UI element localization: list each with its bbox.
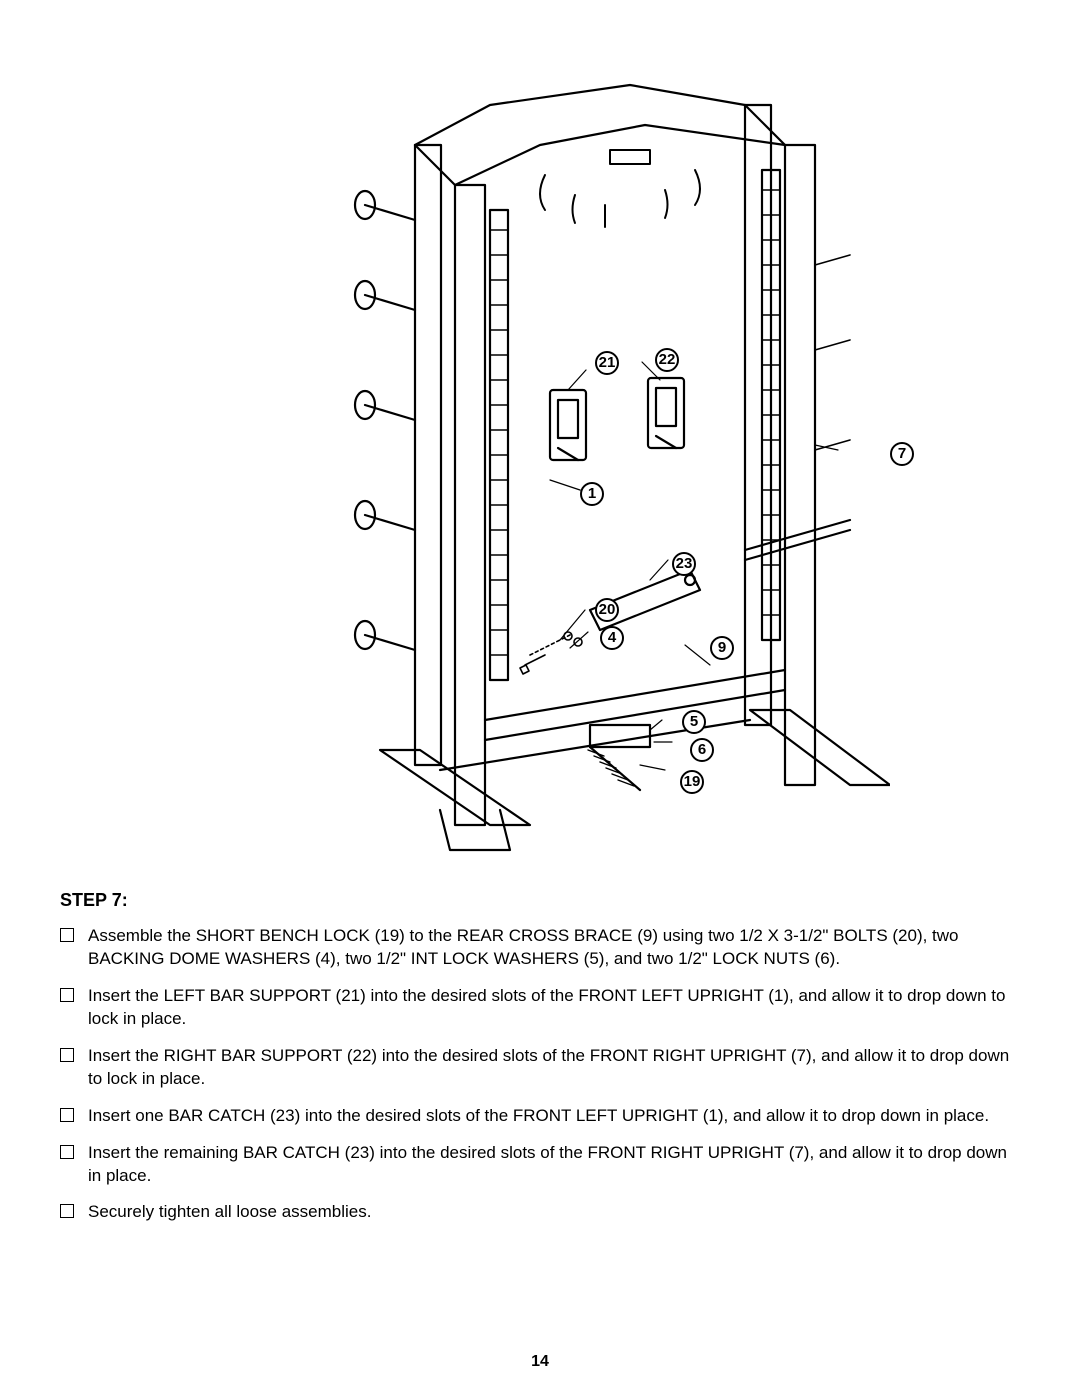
checkbox-icon [60, 1204, 74, 1218]
callout-20: 20 [595, 598, 619, 622]
callout-1: 1 [580, 482, 604, 506]
instruction-item: Securely tighten all loose assemblies. [60, 1201, 1020, 1224]
checkbox-icon [60, 928, 74, 942]
checkbox-icon [60, 1108, 74, 1122]
instruction-text: Securely tighten all loose assemblies. [88, 1201, 1020, 1224]
instruction-text: Assemble the SHORT BENCH LOCK (19) to th… [88, 925, 1020, 971]
callout-7: 7 [890, 442, 914, 466]
instruction-list: Assemble the SHORT BENCH LOCK (19) to th… [60, 925, 1020, 1224]
assembly-diagram: 21 22 1 7 23 20 4 9 5 6 19 [60, 50, 1020, 870]
instruction-item: Insert the LEFT BAR SUPPORT (21) into th… [60, 985, 1020, 1031]
callout-9: 9 [710, 636, 734, 660]
step-heading: STEP 7: [60, 890, 1020, 911]
callout-23: 23 [672, 552, 696, 576]
callout-22: 22 [655, 348, 679, 372]
instruction-item: Insert one BAR CATCH (23) into the desir… [60, 1105, 1020, 1128]
assembly-page: 21 22 1 7 23 20 4 9 5 6 19 STEP 7: Assem… [0, 0, 1080, 1397]
callout-19: 19 [680, 770, 704, 794]
instruction-text: Insert the remaining BAR CATCH (23) into… [88, 1142, 1020, 1188]
callout-6: 6 [690, 738, 714, 762]
rack-svg [190, 50, 890, 870]
instruction-text: Insert one BAR CATCH (23) into the desir… [88, 1105, 1020, 1128]
checkbox-icon [60, 1145, 74, 1159]
callout-4: 4 [600, 626, 624, 650]
callout-5: 5 [682, 710, 706, 734]
instruction-item: Insert the remaining BAR CATCH (23) into… [60, 1142, 1020, 1188]
instruction-item: Assemble the SHORT BENCH LOCK (19) to th… [60, 925, 1020, 971]
instruction-text: Insert the RIGHT BAR SUPPORT (22) into t… [88, 1045, 1020, 1091]
checkbox-icon [60, 988, 74, 1002]
instruction-text: Insert the LEFT BAR SUPPORT (21) into th… [88, 985, 1020, 1031]
page-number: 14 [0, 1353, 1080, 1371]
callout-21: 21 [595, 351, 619, 375]
checkbox-icon [60, 1048, 74, 1062]
instruction-item: Insert the RIGHT BAR SUPPORT (22) into t… [60, 1045, 1020, 1091]
